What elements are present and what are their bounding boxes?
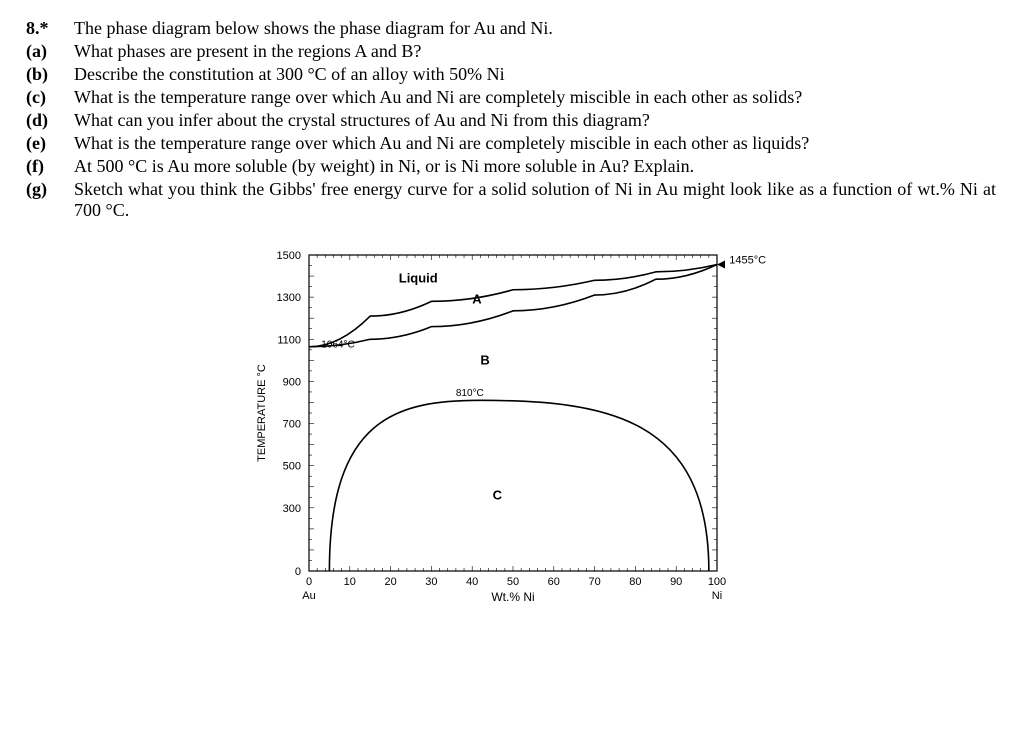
phase-diagram: 0 10 20 30 40 50 60 70 80 90 100 Au Ni Wt.% Ni 0 300 500… [251, 245, 771, 615]
question-text: Sketch what you think the Gibbs' free en… [74, 179, 996, 221]
question-text: The phase diagram below shows the phase … [74, 18, 996, 39]
phase-diagram-container: 0 10 20 30 40 50 60 70 80 90 100 Au Ni Wt.% Ni 0 300 500… [26, 245, 996, 615]
svg-text:500: 500 [283, 461, 301, 473]
question-label: (c) [26, 87, 72, 108]
svg-text:Ni: Ni [712, 590, 722, 602]
svg-text:40: 40 [466, 576, 478, 588]
svg-text:Wt.% Ni: Wt.% Ni [491, 590, 534, 604]
question-label: (b) [26, 64, 72, 85]
question-list: 8.*The phase diagram below shows the pha… [26, 18, 996, 221]
svg-text:10: 10 [344, 576, 356, 588]
diagram-annotation: 1064°C [321, 340, 354, 351]
svg-text:1100: 1100 [277, 334, 301, 346]
svg-text:TEMPERATURE °C: TEMPERATURE °C [256, 364, 268, 462]
svg-text:1500: 1500 [277, 250, 301, 262]
svg-text:700: 700 [283, 419, 301, 431]
svg-text:60: 60 [548, 576, 560, 588]
svg-text:900: 900 [283, 376, 301, 388]
question-label: (g) [26, 179, 72, 200]
question-text: What is the temperature range over which… [74, 133, 996, 154]
svg-text:30: 30 [425, 576, 437, 588]
diagram-annotation: B [480, 353, 489, 368]
svg-text:0: 0 [295, 566, 301, 578]
question-text: At 500 °C is Au more soluble (by weight)… [74, 156, 996, 177]
svg-text:70: 70 [588, 576, 600, 588]
question-label: (e) [26, 133, 72, 154]
svg-text:90: 90 [670, 576, 682, 588]
diagram-annotation: C [493, 487, 503, 502]
diagram-annotation: 1455°C [729, 254, 766, 266]
question-text: What can you infer about the crystal str… [74, 110, 996, 131]
question-text: Describe the constitution at 300 °C of a… [74, 64, 996, 85]
svg-text:1300: 1300 [277, 292, 301, 304]
question-label: 8.* [26, 18, 72, 39]
svg-text:20: 20 [384, 576, 396, 588]
svg-text:0: 0 [306, 576, 312, 588]
svg-text:80: 80 [629, 576, 641, 588]
svg-text:Au: Au [302, 590, 315, 602]
diagram-annotation: A [472, 291, 482, 306]
svg-text:300: 300 [283, 503, 301, 515]
diagram-annotation: 810°C [456, 388, 484, 399]
question-text: What is the temperature range over which… [74, 87, 996, 108]
question-label: (a) [26, 41, 72, 62]
svg-text:50: 50 [507, 576, 519, 588]
svg-text:100: 100 [708, 576, 726, 588]
question-text: What phases are present in the regions A… [74, 41, 996, 62]
question-label: (d) [26, 110, 72, 131]
question-label: (f) [26, 156, 72, 177]
diagram-annotation: Liquid [399, 270, 438, 285]
